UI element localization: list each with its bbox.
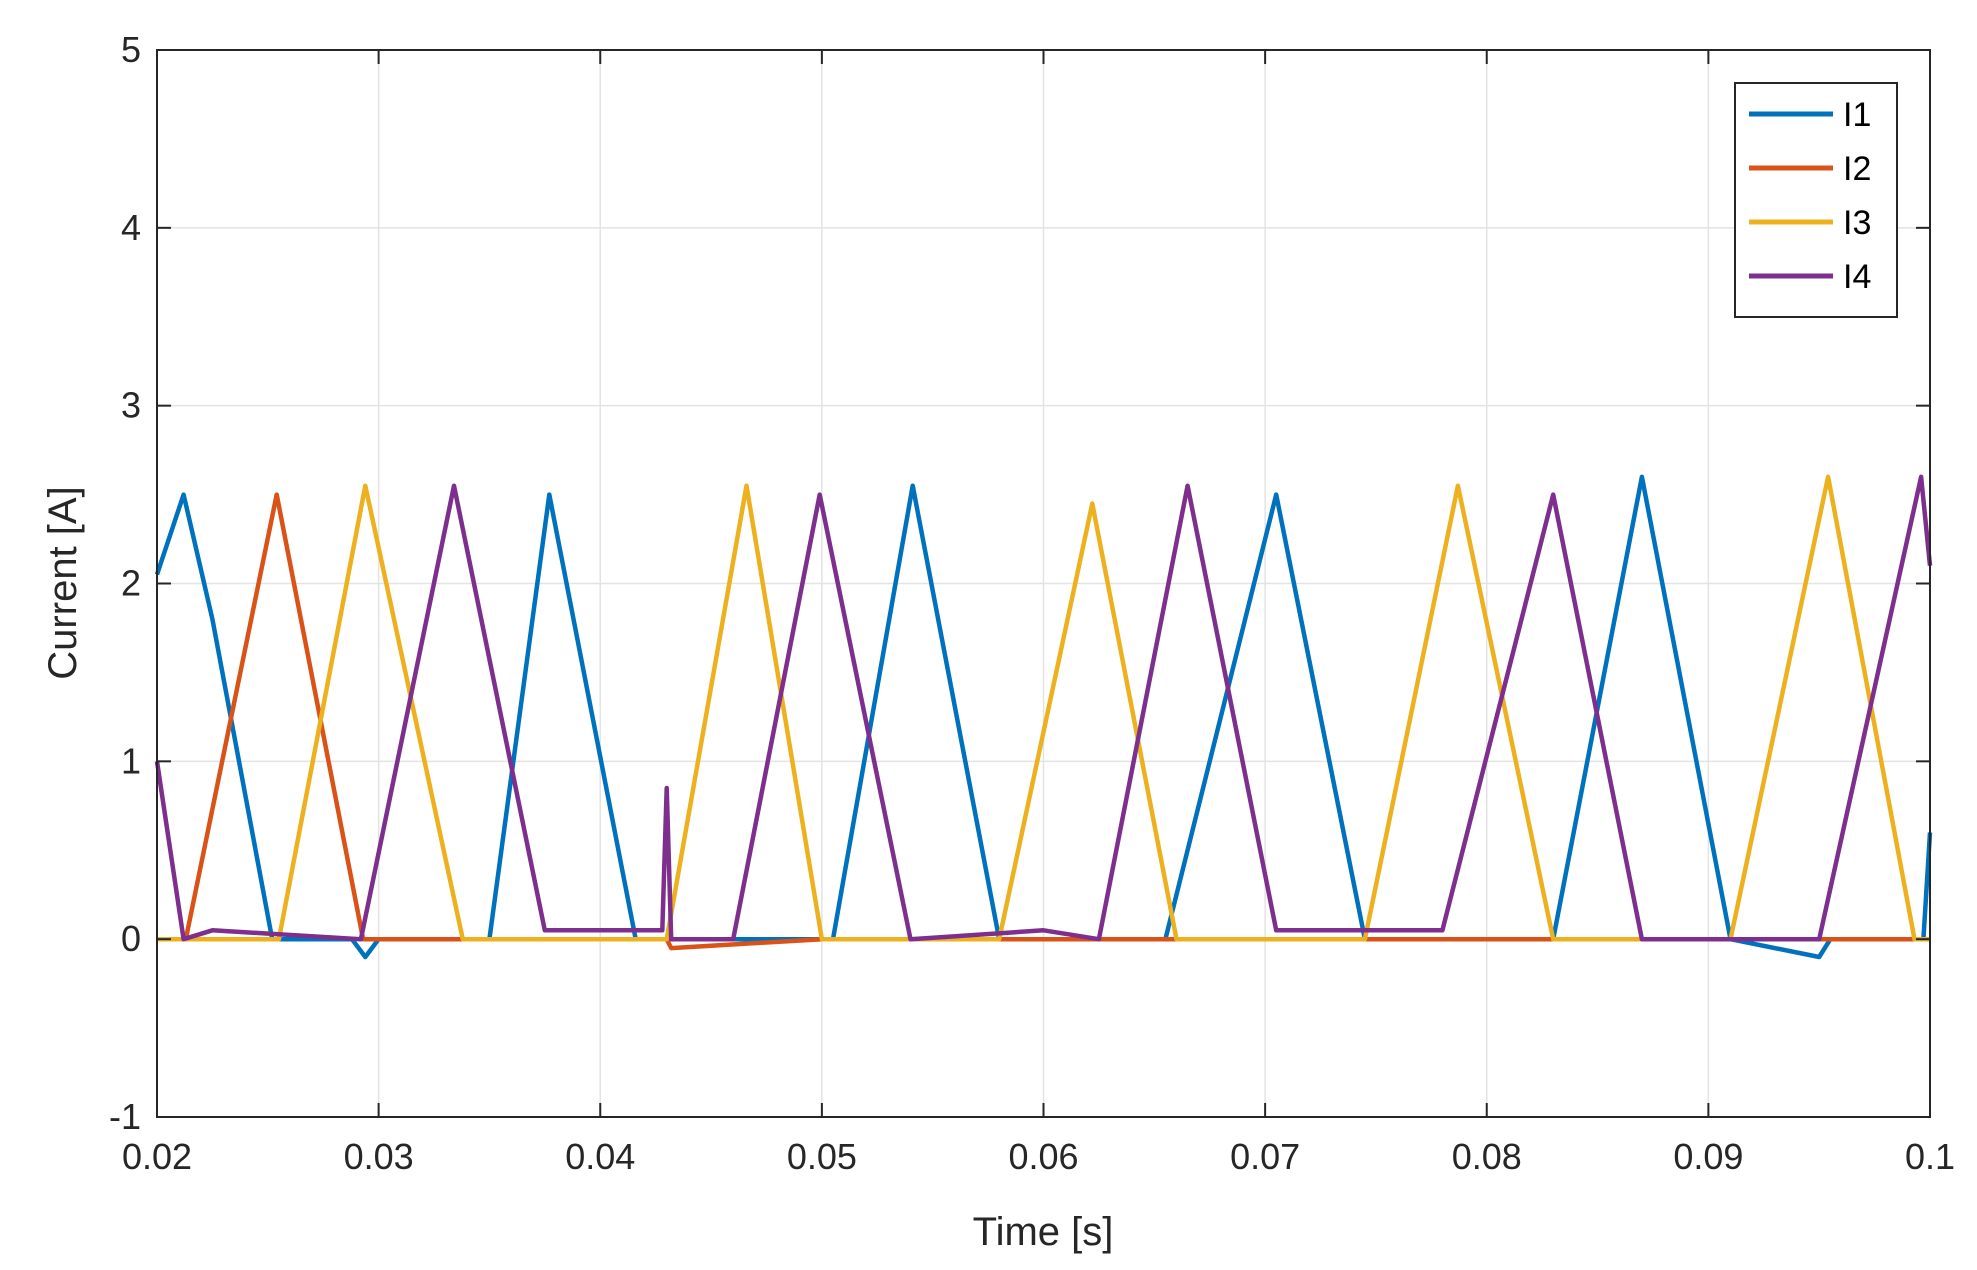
legend-box (1734, 82, 1898, 318)
legend-label-i4: I4 (1843, 258, 1871, 296)
series-line-i4 (154, 474, 1933, 942)
x-tick-label: 0.05 (787, 1136, 857, 1177)
y-tick-label: 1 (121, 740, 141, 781)
plot-frame (156, 49, 1931, 1118)
series-line-i2 (157, 492, 1930, 951)
x-tick-label: 0.08 (1452, 1136, 1522, 1177)
x-tick-label: 0.03 (344, 1136, 414, 1177)
y-tick-label: 0 (121, 918, 141, 959)
legend-label-i3: I3 (1843, 204, 1871, 242)
y-tick-label: -1 (109, 1096, 141, 1137)
legend-label-i1: I1 (1843, 96, 1871, 134)
legend: I1 I2 I3 I4 (1734, 82, 1898, 318)
y-tick-label: 4 (121, 207, 141, 248)
y-axis-title: Current [A] (41, 486, 85, 679)
x-tick-label: 0.09 (1673, 1136, 1743, 1177)
series-lines (154, 474, 1933, 960)
x-tick-label: 0.04 (565, 1136, 635, 1177)
x-tick-labels: 0.02 0.03 0.04 0.05 0.06 0.07 0.08 0.09 0.1 (122, 1136, 1955, 1177)
y-tick-label: 5 (121, 29, 141, 70)
legend-label-i2: I2 (1843, 150, 1871, 188)
x-tick-label: 0.06 (1008, 1136, 1078, 1177)
x-tick-label: 0.1 (1905, 1136, 1955, 1177)
y-tick-label: 3 (121, 385, 141, 426)
series-line-i3 (157, 474, 1930, 942)
x-tick-label: 0.07 (1230, 1136, 1300, 1177)
x-axis-title: Time [s] (973, 1210, 1114, 1254)
y-tick-labels: -1 0 1 2 3 4 5 (109, 29, 141, 1137)
y-tick-label: 2 (121, 563, 141, 604)
x-tick-label: 0.02 (122, 1136, 192, 1177)
